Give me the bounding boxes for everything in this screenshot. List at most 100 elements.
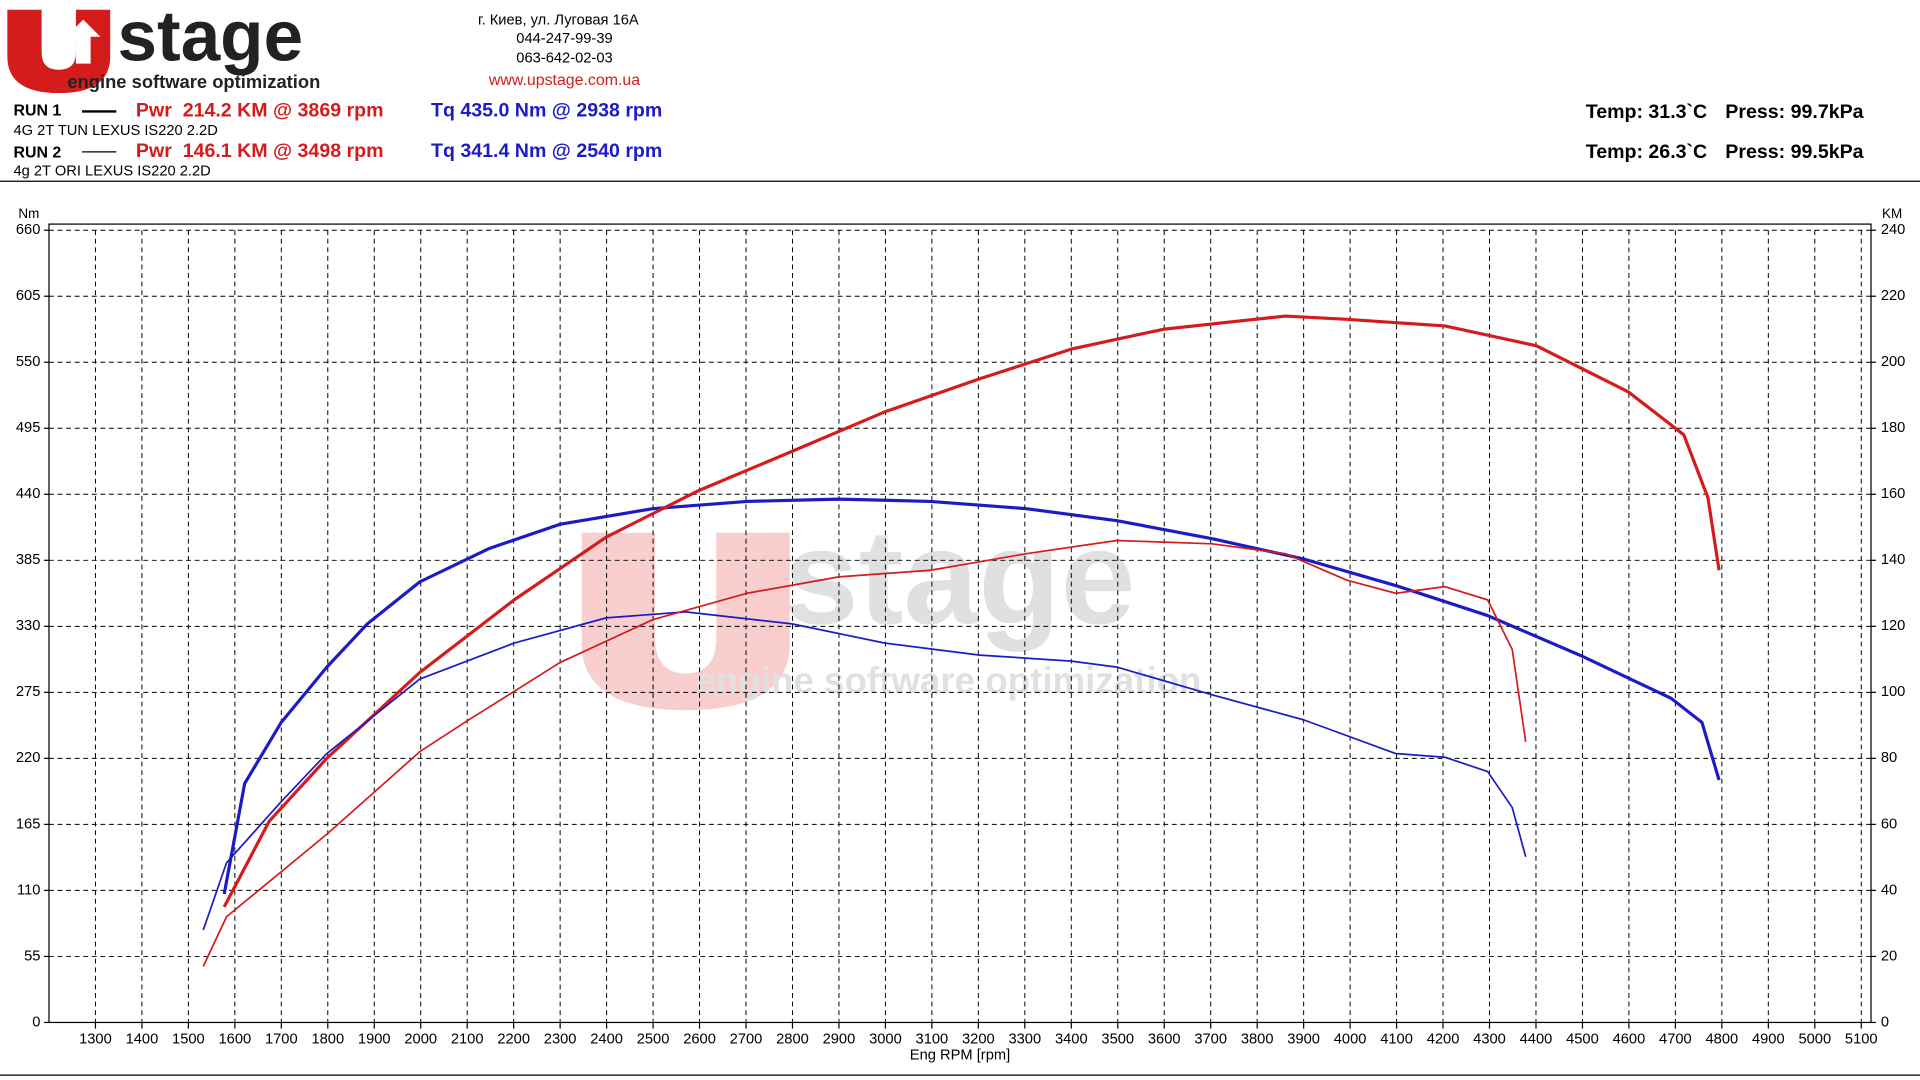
x-tick-label: 2400 — [590, 1031, 623, 1047]
logo-tagline: engine software optimization — [67, 71, 320, 92]
x-tick-label: 4300 — [1473, 1031, 1506, 1047]
x-tick-label: 1600 — [219, 1031, 252, 1047]
x-tick-label: 4400 — [1520, 1031, 1553, 1047]
y-tick-label: 0 — [32, 1014, 40, 1030]
x-tick-label: 1900 — [358, 1031, 391, 1047]
x-tick-label: 3800 — [1241, 1031, 1274, 1047]
x-tick-label: 1500 — [172, 1031, 205, 1047]
x-tick-label: 4200 — [1427, 1031, 1460, 1047]
y2-axis-label: KM — [1882, 206, 1902, 221]
x-tick-label: 1700 — [265, 1031, 298, 1047]
x-tick-label: 3000 — [869, 1031, 902, 1047]
logo-arrow — [66, 19, 101, 64]
run-car: 4g 2T ORI LEXUS IS220 2.2D — [13, 163, 210, 179]
x-tick-label: 5000 — [1798, 1031, 1831, 1047]
x-tick-label: 3900 — [1287, 1031, 1320, 1047]
x-tick-label: 2000 — [404, 1031, 437, 1047]
x-tick-label: 3400 — [1055, 1031, 1088, 1047]
y2-tick-label: 80 — [1881, 750, 1897, 766]
x-tick-label: 2100 — [451, 1031, 484, 1047]
phone: 044-247-99-39 — [516, 31, 612, 47]
y2-tick-label: 0 — [1881, 1014, 1889, 1030]
x-tick-label: 3700 — [1194, 1031, 1227, 1047]
watermark-tagline: engine software optimization — [696, 660, 1202, 701]
run-label: RUN 1 — [13, 103, 61, 120]
watermark-logo — [581, 532, 790, 711]
y2-tick-label: 180 — [1881, 420, 1906, 436]
y2-tick-label: 220 — [1881, 288, 1906, 304]
y-tick-label: 605 — [16, 288, 41, 304]
x-tick-label: 2700 — [730, 1031, 763, 1047]
x-tick-label: 1300 — [79, 1031, 112, 1047]
y2-tick-label: 100 — [1881, 684, 1906, 700]
logo: stage engine software optimization — [7, 0, 320, 94]
run-2: RUN 2 Pwr 146.1 KM @ 3498 rpm Tq 341.4 N… — [13, 140, 1864, 179]
series-line — [222, 314, 1721, 908]
run-power: Pwr 214.2 KM @ 3869 rpm — [136, 100, 384, 122]
x-tick-label: 2900 — [823, 1031, 856, 1047]
x-tick-label: 3500 — [1101, 1031, 1134, 1047]
y2-tick-label: 40 — [1881, 882, 1897, 898]
y-tick-label: 55 — [24, 948, 40, 964]
x-tick-label: 4000 — [1334, 1031, 1367, 1047]
y2-tick-label: 140 — [1881, 552, 1906, 568]
series-line — [202, 539, 1527, 967]
run-temp: Temp: 31.3`C — [1586, 101, 1707, 123]
run-press: Press: 99.5kPa — [1725, 141, 1864, 163]
x-tick-label: 3600 — [1148, 1031, 1181, 1047]
y2-tick-label: 120 — [1881, 618, 1906, 634]
run-label: RUN 2 — [13, 144, 61, 161]
run-temp: Temp: 26.3`C — [1586, 141, 1707, 163]
x-tick-label: 2500 — [637, 1031, 670, 1047]
y-tick-label: 165 — [16, 816, 41, 832]
x-tick-label: 4600 — [1613, 1031, 1646, 1047]
website: www.upstage.com.ua — [488, 72, 640, 89]
x-tick-label: 2300 — [544, 1031, 577, 1047]
run-power: Pwr 146.1 KM @ 3498 rpm — [136, 140, 384, 162]
x-tick-label: 4800 — [1706, 1031, 1739, 1047]
y-tick-label: 550 — [16, 354, 41, 370]
y-tick-label: 385 — [16, 552, 41, 568]
y2-tick-label: 60 — [1881, 816, 1897, 832]
watermark: stage engine software optimization — [581, 501, 1202, 711]
x-axis-label: Eng RPM [rpm] — [910, 1047, 1010, 1063]
y-tick-label: 275 — [16, 684, 41, 700]
x-tick-label: 4900 — [1752, 1031, 1785, 1047]
y-tick-label: 220 — [16, 750, 41, 766]
y-tick-label: 440 — [16, 486, 41, 502]
x-tick-label: 3200 — [962, 1031, 995, 1047]
series-line — [202, 611, 1527, 931]
y-tick-label: 495 — [16, 420, 41, 436]
x-tick-label: 1800 — [311, 1031, 344, 1047]
x-tick-label: 2200 — [497, 1031, 530, 1047]
address: г. Киев, ул. Луговая 16А — [478, 13, 639, 29]
x-tick-label: 4500 — [1566, 1031, 1599, 1047]
run-press: Press: 99.7kPa — [1725, 101, 1864, 123]
run-1: RUN 1 Pwr 214.2 KM @ 3869 rpm Tq 435.0 N… — [13, 100, 1864, 139]
series-line — [222, 497, 1721, 895]
logo-text: stage — [118, 0, 304, 76]
y-tick-label: 330 — [16, 618, 41, 634]
x-tick-label: 3300 — [1008, 1031, 1041, 1047]
y2-tick-label: 240 — [1881, 222, 1906, 238]
x-tick-label: 5100 — [1845, 1031, 1878, 1047]
x-tick-label: 4100 — [1380, 1031, 1413, 1047]
y2-tick-label: 200 — [1881, 354, 1906, 370]
x-tick-label: 2800 — [776, 1031, 809, 1047]
x-tick-label: 2600 — [683, 1031, 716, 1047]
run-car: 4G 2T TUN LEXUS IS220 2.2D — [13, 123, 217, 139]
y2-tick-label: 20 — [1881, 948, 1897, 964]
run-torque: Tq 435.0 Nm @ 2938 rpm — [431, 100, 662, 122]
y-tick-label: 110 — [17, 882, 40, 898]
x-tick-label: 1400 — [126, 1031, 159, 1047]
phone: 063-642-02-03 — [516, 51, 612, 67]
y2-tick-label: 160 — [1881, 486, 1906, 502]
x-tick-label: 3100 — [916, 1031, 949, 1047]
y-tick-label: 660 — [16, 222, 41, 238]
run-torque: Tq 341.4 Nm @ 2540 rpm — [431, 140, 662, 162]
plot-frame — [48, 223, 1872, 1024]
x-tick-label: 4700 — [1659, 1031, 1692, 1047]
